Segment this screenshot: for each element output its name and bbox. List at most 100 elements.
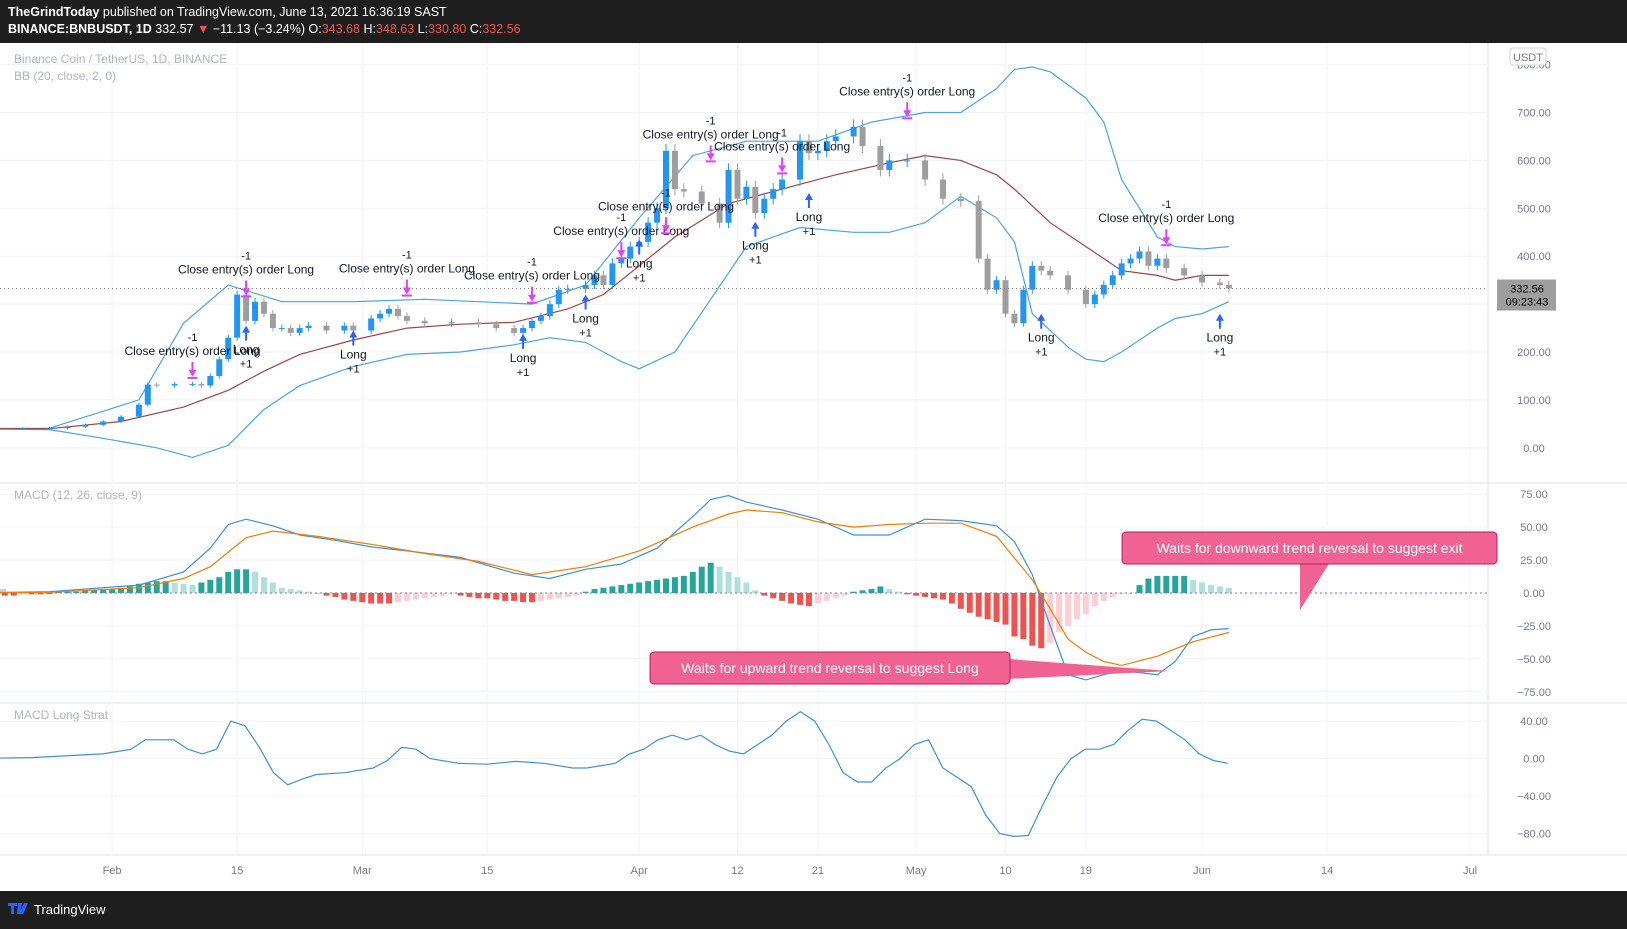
macd-histogram-bar — [1020, 593, 1027, 640]
macd-histogram-bar — [144, 582, 151, 593]
long-entry-arrow-icon — [242, 325, 251, 341]
macd-histogram-bar — [1172, 575, 1179, 593]
macd-histogram-bar — [1118, 593, 1125, 595]
macd-histogram-bar — [243, 569, 250, 593]
close-long-qty: -1 — [527, 257, 537, 269]
signal-line — [0, 509, 1229, 667]
candle-body — [46, 428, 53, 430]
high-label: H: — [363, 22, 376, 36]
macd-histogram-bar — [877, 586, 884, 593]
macd-histogram-bar — [332, 593, 339, 597]
close-long-arrow-icon — [903, 102, 912, 118]
candle-body — [1136, 251, 1143, 259]
candle-body — [1127, 258, 1134, 264]
candle-body — [904, 160, 911, 162]
time-axis-label: 14 — [1321, 865, 1333, 877]
macd-histogram-bar — [814, 593, 821, 604]
macd-histogram-bar — [1091, 593, 1098, 607]
macd-histogram-bar — [1073, 593, 1080, 620]
close-long-label: Close entry(s) order Long — [714, 139, 850, 153]
macd-histogram-bar — [252, 571, 259, 593]
macd-histogram-bar — [1056, 593, 1063, 633]
macd-line — [0, 494, 1229, 681]
macd-histogram-bar — [609, 586, 616, 593]
long-entry-qty: +1 — [803, 226, 816, 238]
long-entry-label: Long — [796, 210, 823, 224]
bb-lower-band — [0, 195, 1230, 459]
macd-histogram-bar — [359, 593, 366, 603]
candle-body — [528, 320, 535, 329]
tradingview-logo-icon[interactable] — [8, 900, 34, 916]
macd-histogram-bar — [341, 593, 348, 600]
candle-body — [1145, 251, 1152, 266]
candle-body — [1029, 265, 1036, 290]
bb-upper-band — [0, 66, 1229, 430]
candle-body — [260, 301, 267, 314]
macd-histogram-bar — [770, 593, 777, 599]
macd-histogram-bar — [922, 593, 929, 597]
exit-callout: Waits for downward trend reversal to sug… — [1121, 531, 1498, 610]
macd-histogram-bar — [1136, 585, 1143, 593]
close-long-arrow-icon — [527, 286, 536, 302]
time-axis-label: Apr — [631, 865, 648, 877]
macd-histogram-bar — [484, 593, 491, 599]
macd-histogram-bar — [377, 593, 384, 604]
long-entry-qty: +1 — [240, 359, 253, 371]
strat-tick-label: −40.00 — [1517, 791, 1551, 803]
price-tick-label: 500.00 — [1517, 203, 1551, 215]
macd-histogram-bar — [823, 593, 830, 601]
macd-histogram-bar — [19, 593, 26, 595]
chart-area[interactable]: 800.00700.00600.00500.00400.00300.00200.… — [0, 43, 1627, 891]
publisher-name[interactable]: TheGrindToday — [8, 5, 100, 19]
long-callout: Waits for upward trend reversal to sugge… — [649, 651, 1170, 685]
symbol-name: BINANCE:BNBUSDT, 1D — [8, 22, 152, 36]
candle-body — [386, 308, 393, 314]
time-axis-label: 15 — [481, 865, 493, 877]
macd-histogram-bar — [1100, 593, 1107, 601]
macd-histogram-bar — [216, 577, 223, 593]
close-long-qty: -1 — [241, 250, 251, 262]
macd-tick-label: 50.00 — [1520, 522, 1548, 534]
macd-histogram-bar — [421, 593, 428, 599]
long-entry-qty: +1 — [347, 363, 360, 375]
candle-body — [922, 160, 929, 180]
candle-body — [296, 328, 303, 333]
macd-histogram-bar — [73, 591, 80, 593]
time-axis-label: 12 — [731, 865, 743, 877]
tradingview-brand[interactable]: TradingView — [34, 902, 106, 917]
close-long-label: Close entry(s) order Long — [124, 344, 260, 358]
long-entry-arrow-icon — [581, 294, 590, 310]
candle-body — [493, 324, 500, 329]
candle-body — [350, 325, 357, 331]
close-long-arrow-icon — [617, 242, 626, 258]
candle-body — [591, 275, 598, 285]
candle-body — [537, 316, 544, 321]
close-long-label: Close entry(s) order Long — [553, 224, 689, 238]
high-value: 348.63 — [375, 22, 415, 36]
candle-body — [859, 126, 866, 147]
close-long-qty: -1 — [777, 127, 787, 139]
long-callout-box — [649, 651, 1011, 685]
candle-body — [269, 313, 276, 329]
macd-histogram-bar — [600, 587, 607, 593]
macd-histogram-bar — [993, 593, 1000, 622]
candle-body — [645, 222, 652, 242]
price-tick-label: 100.00 — [1517, 395, 1551, 407]
candle-body — [234, 294, 241, 338]
macd-histogram-bar — [368, 593, 375, 604]
macd-histogram-bar — [671, 577, 678, 593]
long-entry-arrow-icon — [1215, 313, 1224, 329]
long-entry-arrow-icon — [349, 330, 358, 346]
exit-callout-tail — [1300, 562, 1330, 610]
candle-body — [64, 426, 71, 429]
macd-histogram-bar — [10, 593, 17, 596]
macd-histogram-bar — [0, 590, 6, 593]
candle-body — [323, 325, 330, 331]
exit-callout-box — [1121, 531, 1498, 565]
close-long-label: Close entry(s) order Long — [598, 199, 734, 213]
long-entry-label: Long — [742, 239, 769, 253]
close-long-arrow-icon — [1162, 229, 1171, 245]
candle-body — [680, 189, 687, 192]
macd-histogram-bar — [654, 579, 661, 593]
candle-body — [144, 384, 151, 405]
